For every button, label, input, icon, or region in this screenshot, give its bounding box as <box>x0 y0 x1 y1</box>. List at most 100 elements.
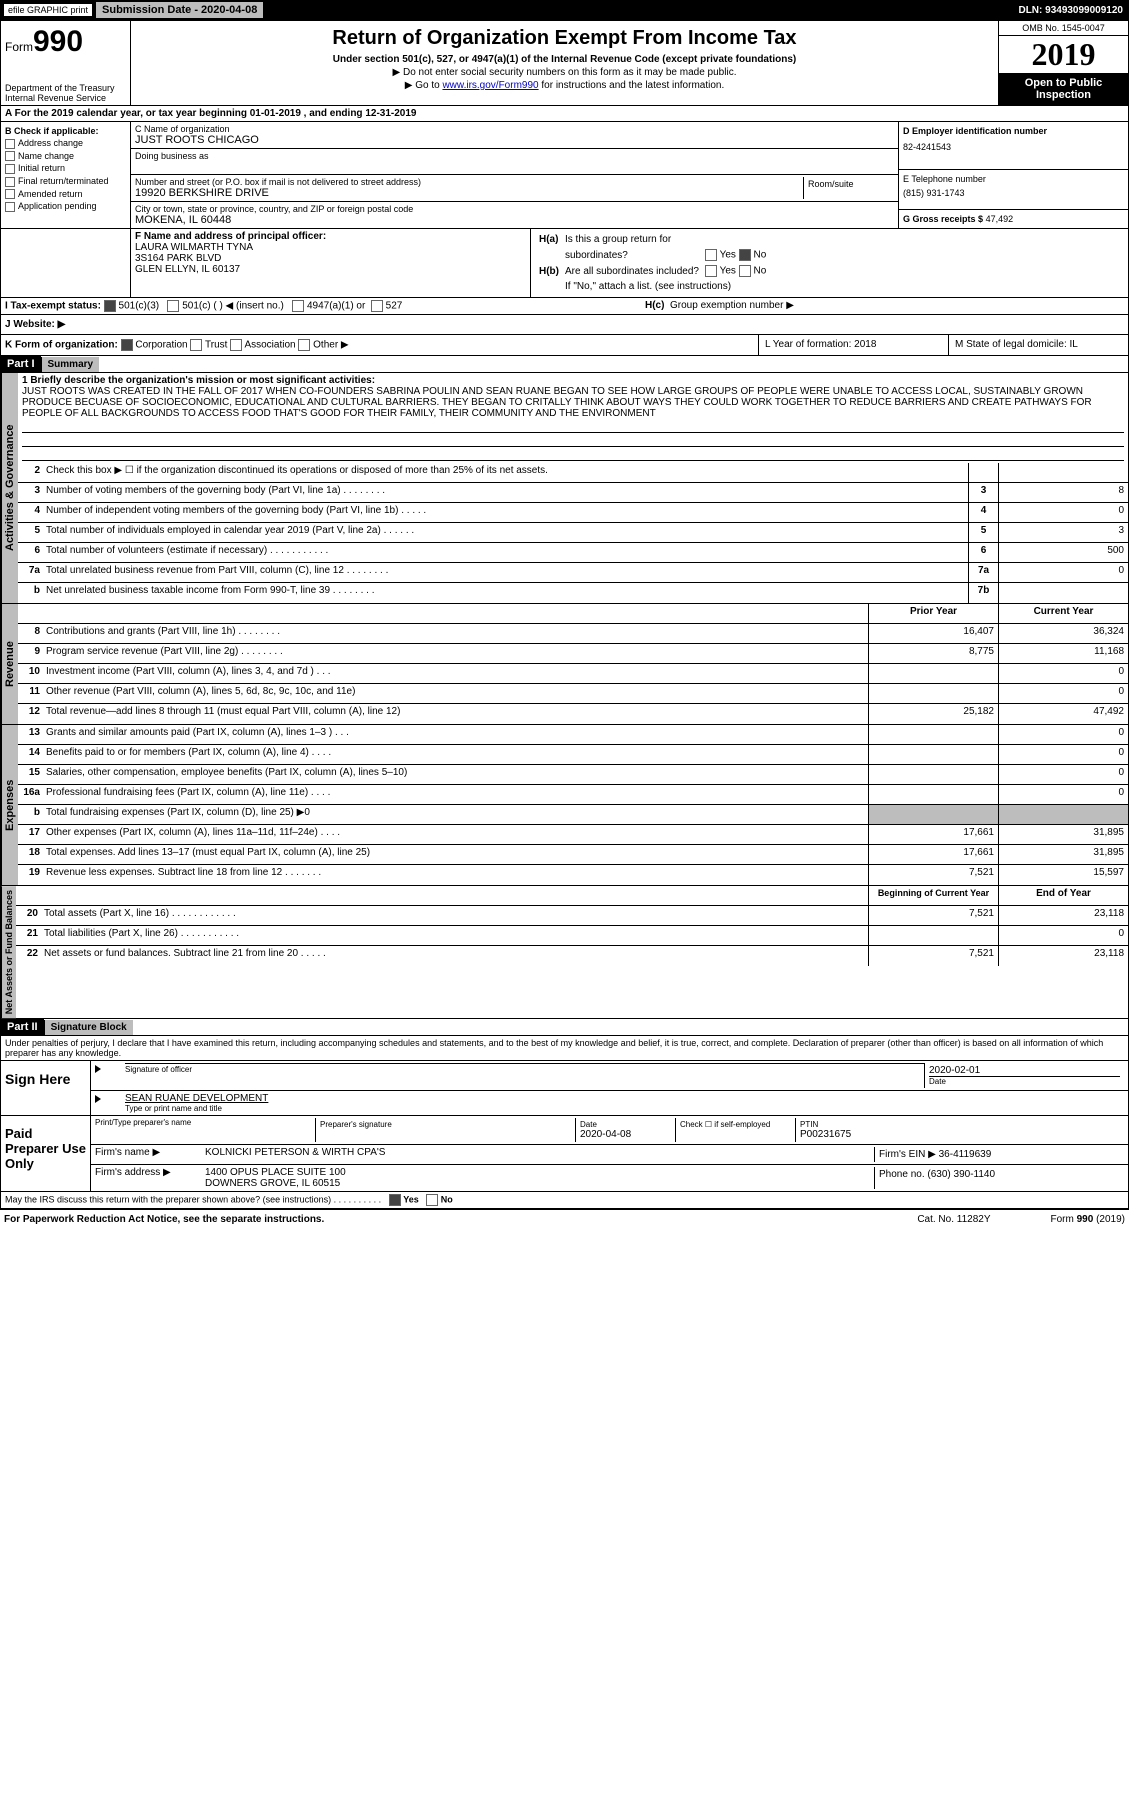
state-domicile: M State of legal domicile: IL <box>948 335 1128 355</box>
table-row: 13Grants and similar amounts paid (Part … <box>18 725 1128 745</box>
chk-trust[interactable] <box>190 339 202 351</box>
efile-label[interactable]: efile GRAPHIC print <box>4 4 92 16</box>
table-row: 21Total liabilities (Part X, line 26) . … <box>16 926 1128 946</box>
table-row: 2Check this box ▶ ☐ if the organization … <box>18 463 1128 483</box>
dba-label: Doing business as <box>135 151 894 161</box>
form-subtitle-1: Under section 501(c), 527, or 4947(a)(1)… <box>137 54 992 65</box>
city-addr: MOKENA, IL 60448 <box>135 214 894 226</box>
side-revenue: Revenue <box>1 604 18 724</box>
table-row: 4Number of independent voting members of… <box>18 503 1128 523</box>
table-row: 16aProfessional fundraising fees (Part I… <box>18 785 1128 805</box>
form-title: Return of Organization Exempt From Incom… <box>137 27 992 50</box>
dept-label: Department of the Treasury Internal Reve… <box>5 83 115 103</box>
form-label: Form <box>5 40 33 54</box>
table-row: 9Program service revenue (Part VIII, lin… <box>18 644 1128 664</box>
ha-no[interactable] <box>739 249 751 261</box>
year-formation: L Year of formation: 2018 <box>758 335 948 355</box>
side-governance: Activities & Governance <box>1 373 18 603</box>
hb-yes[interactable] <box>705 265 717 277</box>
col-end: End of Year <box>998 886 1128 905</box>
table-row: bNet unrelated business taxable income f… <box>18 583 1128 603</box>
box-b-label: B Check if applicable: <box>5 126 126 136</box>
chk-4947[interactable] <box>292 300 304 312</box>
chk-501c3[interactable] <box>104 300 116 312</box>
table-row: 7aTotal unrelated business revenue from … <box>18 563 1128 583</box>
table-row: 18Total expenses. Add lines 13–17 (must … <box>18 845 1128 865</box>
mission-text: JUST ROOTS WAS CREATED IN THE FALL OF 20… <box>22 386 1124 419</box>
table-row: 20Total assets (Part X, line 16) . . . .… <box>16 906 1128 926</box>
table-row: 15Salaries, other compensation, employee… <box>18 765 1128 785</box>
table-row: bTotal fundraising expenses (Part IX, co… <box>18 805 1128 825</box>
paid-preparer-label: Paid Preparer Use Only <box>1 1116 91 1191</box>
table-row: 10Investment income (Part VIII, column (… <box>18 664 1128 684</box>
checkbox-amended[interactable] <box>5 189 15 199</box>
perjury-text: Under penalties of perjury, I declare th… <box>0 1036 1129 1061</box>
room-suite-label: Room/suite <box>804 177 894 199</box>
ein-value: 82-4241543 <box>903 142 1124 152</box>
form-subtitle-2a: ▶ Do not enter social security numbers o… <box>137 67 992 78</box>
dln: DLN: 93493099009120 <box>1018 5 1129 16</box>
part1-expenses: Expenses 13Grants and similar amounts pa… <box>0 725 1129 886</box>
phone-label: E Telephone number <box>903 174 1124 184</box>
omb-number: OMB No. 1545-0047 <box>999 21 1128 36</box>
city-label: City or town, state or province, country… <box>135 204 894 214</box>
street-address: 19920 BERKSHIRE DRIVE <box>135 187 803 199</box>
part1-netassets: Net Assets or Fund Balances Beginning of… <box>0 886 1129 1019</box>
table-row: 11Other revenue (Part VIII, column (A), … <box>18 684 1128 704</box>
col-beginning: Beginning of Current Year <box>868 886 998 905</box>
topbar: efile GRAPHIC print Submission Date - 20… <box>0 0 1129 20</box>
row-j: J Website: ▶ <box>0 315 1129 335</box>
checkbox-address-change[interactable] <box>5 139 15 149</box>
row-f-h: F Name and address of principal officer:… <box>0 229 1129 298</box>
phone-value: (815) 931-1743 <box>903 188 1124 198</box>
part1-header: Part ISummary <box>0 356 1129 373</box>
sign-here-label: Sign Here <box>1 1061 91 1115</box>
part2-header: Part IISignature Block <box>0 1019 1129 1036</box>
sign-here-block: Sign Here Signature of officer 2020-02-0… <box>0 1061 1129 1116</box>
website-label: J Website: ▶ <box>5 319 65 330</box>
form-number: 990 <box>33 25 83 58</box>
ein-label: D Employer identification number <box>903 126 1124 136</box>
discuss-no[interactable] <box>426 1194 438 1206</box>
firm-name: KOLNICKI PETERSON & WIRTH CPA'S <box>205 1147 874 1162</box>
checkbox-final-return[interactable] <box>5 177 15 187</box>
mission-label: 1 Briefly describe the organization's mi… <box>22 375 1124 386</box>
row-a-taxyear: A For the 2019 calendar year, or tax yea… <box>0 106 1129 122</box>
chk-corp[interactable] <box>121 339 133 351</box>
checkbox-initial-return[interactable] <box>5 164 15 174</box>
org-name-label: C Name of organization <box>135 124 894 134</box>
checkbox-name-change[interactable] <box>5 151 15 161</box>
tax-year: 2019 <box>999 36 1128 73</box>
officer-signed-name: SEAN RUANE DEVELOPMENT <box>125 1093 1124 1104</box>
table-row: 17Other expenses (Part IX, column (A), l… <box>18 825 1128 845</box>
officer-label: F Name and address of principal officer: <box>135 231 526 242</box>
form-subtitle-2b: ▶ Go to www.irs.gov/Form990 for instruct… <box>137 80 992 91</box>
hb-no[interactable] <box>739 265 751 277</box>
chk-other[interactable] <box>298 339 310 351</box>
tax-exempt-label: I Tax-exempt status: <box>5 301 101 312</box>
ha-yes[interactable] <box>705 249 717 261</box>
box-d-e-g: D Employer identification number 82-4241… <box>898 122 1128 228</box>
table-row: 19Revenue less expenses. Subtract line 1… <box>18 865 1128 885</box>
footer-form: Form 990 (2019) <box>1051 1214 1125 1225</box>
discuss-yes[interactable] <box>389 1194 401 1206</box>
row-k: K Form of organization: Corporation Trus… <box>0 335 1129 356</box>
checkbox-pending[interactable] <box>5 202 15 212</box>
table-row: 22Net assets or fund balances. Subtract … <box>16 946 1128 966</box>
chk-assoc[interactable] <box>230 339 242 351</box>
arrow-icon <box>95 1065 101 1073</box>
arrow-icon <box>95 1095 101 1103</box>
chk-501c[interactable] <box>167 300 179 312</box>
officer-addr2: GLEN ELLYN, IL 60137 <box>135 264 526 275</box>
footer-left: For Paperwork Reduction Act Notice, see … <box>4 1214 324 1225</box>
addr-label: Number and street (or P.O. box if mail i… <box>135 177 803 187</box>
open-public: Open to Public Inspection <box>999 73 1128 105</box>
row-i: I Tax-exempt status: 501(c)(3) 501(c) ( … <box>0 298 1129 315</box>
side-expenses: Expenses <box>1 725 18 885</box>
table-row: 6Total number of volunteers (estimate if… <box>18 543 1128 563</box>
irs-link[interactable]: www.irs.gov/Form990 <box>442 80 538 91</box>
chk-527[interactable] <box>371 300 383 312</box>
table-row: 5Total number of individuals employed in… <box>18 523 1128 543</box>
box-c: C Name of organization JUST ROOTS CHICAG… <box>131 122 898 228</box>
col-prior: Prior Year <box>868 604 998 623</box>
